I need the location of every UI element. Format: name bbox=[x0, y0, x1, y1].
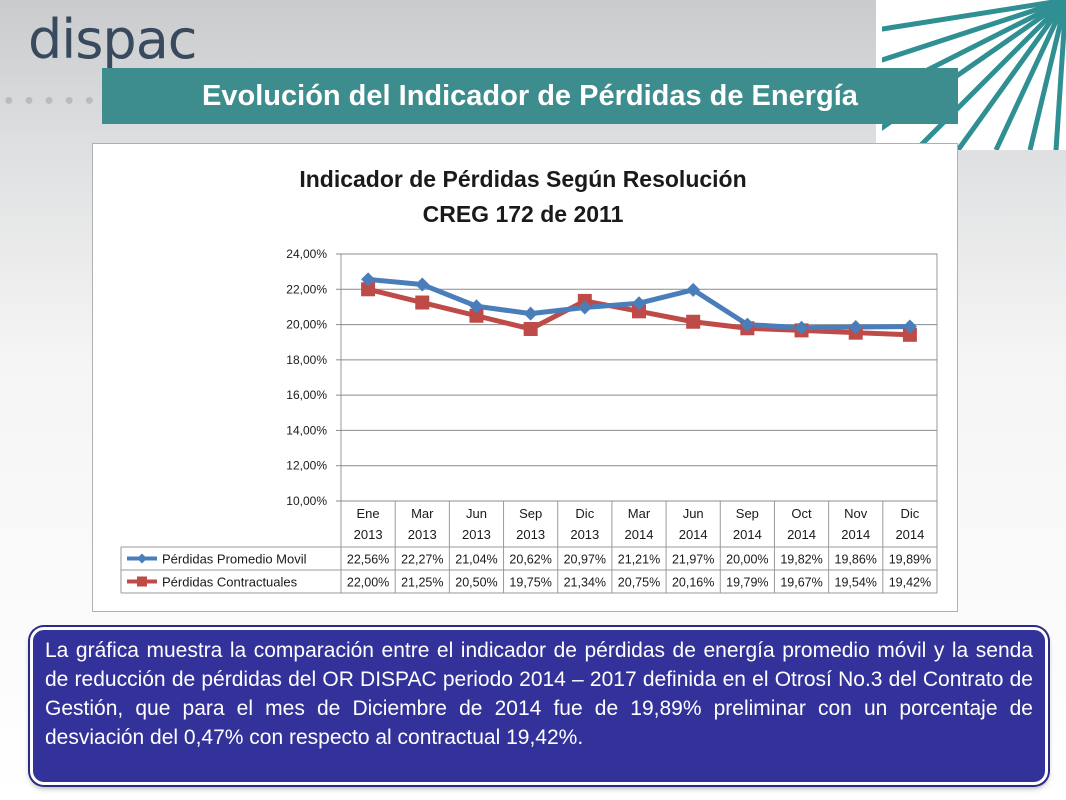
x-category-label: Jun bbox=[683, 506, 704, 521]
data-point bbox=[794, 320, 809, 335]
data-point bbox=[686, 282, 701, 297]
data-point bbox=[686, 314, 701, 329]
data-point bbox=[632, 296, 646, 311]
slide-title-bar: Evolución del Indicador de Pérdidas de E… bbox=[102, 68, 958, 124]
data-table-value: 20,62% bbox=[509, 553, 551, 567]
logo-text: dispac bbox=[28, 8, 197, 71]
y-tick-label: 16,00% bbox=[286, 388, 327, 402]
data-table-value: 20,50% bbox=[455, 576, 497, 590]
x-category-label: Sep bbox=[736, 506, 759, 521]
data-table-value: 21,97% bbox=[672, 553, 714, 567]
data-point bbox=[632, 304, 646, 319]
slide-title: Evolución del Indicador de Pérdidas de E… bbox=[202, 79, 858, 112]
data-point bbox=[902, 327, 917, 342]
x-category-label: Sep bbox=[519, 506, 542, 521]
x-category-year: 2013 bbox=[516, 527, 545, 542]
x-category-year: 2013 bbox=[570, 527, 599, 542]
data-table-value: 21,34% bbox=[564, 576, 606, 590]
chart-title-line1: Indicador de Pérdidas Según Resolución bbox=[299, 166, 746, 192]
x-category-year: 2014 bbox=[841, 527, 870, 542]
x-category-year: 2013 bbox=[462, 527, 491, 542]
data-point bbox=[848, 320, 863, 335]
x-category-label: Ene bbox=[357, 506, 380, 521]
data-table-value: 19,54% bbox=[835, 576, 877, 590]
loss-indicator-chart: Indicador de Pérdidas Según Resolución C… bbox=[120, 166, 938, 594]
data-table-value: 19,42% bbox=[889, 576, 931, 590]
data-table-value: 19,89% bbox=[889, 553, 931, 567]
data-table-value: 22,27% bbox=[401, 553, 443, 567]
plot-area bbox=[340, 253, 938, 502]
x-category-year: 2014 bbox=[679, 527, 708, 542]
data-table-value: 20,16% bbox=[672, 576, 714, 590]
data-point bbox=[523, 306, 538, 321]
data-table-value: 21,04% bbox=[455, 553, 497, 567]
x-category-year: 2014 bbox=[787, 527, 816, 542]
x-category-year: 2014 bbox=[625, 527, 654, 542]
x-category-label: Jun bbox=[466, 506, 487, 521]
y-tick-label: 22,00% bbox=[286, 282, 327, 296]
corner-rays-decoration bbox=[876, 0, 1066, 150]
dispac-logo: dispac bbox=[28, 8, 197, 92]
data-table-value: 21,21% bbox=[618, 553, 660, 567]
y-tick-label: 20,00% bbox=[286, 318, 327, 332]
x-category-year: 2014 bbox=[895, 527, 924, 542]
legend-key-marker bbox=[137, 553, 147, 564]
data-point bbox=[415, 277, 430, 292]
description-box: La gráfica muestra la comparación entre … bbox=[30, 627, 1048, 785]
y-tick-label: 10,00% bbox=[286, 494, 327, 508]
data-point bbox=[469, 308, 484, 323]
y-tick-label: 12,00% bbox=[286, 459, 327, 473]
x-category-label: Oct bbox=[791, 506, 812, 521]
data-table-value: 21,25% bbox=[401, 576, 443, 590]
x-category-year: 2014 bbox=[733, 527, 762, 542]
x-category-year: 2013 bbox=[408, 527, 437, 542]
data-table-value: 19,75% bbox=[509, 576, 551, 590]
data-point bbox=[902, 319, 917, 334]
data-point bbox=[361, 272, 376, 287]
x-category-label: Dic bbox=[901, 506, 920, 521]
legend-label: Pérdidas Promedio Movil bbox=[162, 552, 307, 567]
y-tick-label: 24,00% bbox=[286, 247, 327, 261]
chart-frame: Indicador de Pérdidas Según Resolución C… bbox=[92, 143, 958, 612]
legend-key-marker bbox=[137, 576, 147, 587]
data-table-value: 20,75% bbox=[618, 576, 660, 590]
data-table-value: 19,79% bbox=[726, 576, 768, 590]
data-table-value: 20,00% bbox=[726, 553, 768, 567]
data-table-value: 22,56% bbox=[347, 553, 389, 567]
data-point bbox=[577, 300, 592, 315]
chart-title-line2: CREG 172 de 2011 bbox=[423, 201, 624, 227]
data-table-value: 19,82% bbox=[780, 553, 822, 567]
y-tick-label: 14,00% bbox=[286, 423, 327, 437]
data-point bbox=[523, 321, 538, 336]
description-text: La gráfica muestra la comparación entre … bbox=[45, 639, 1033, 749]
data-table-value: 19,86% bbox=[835, 553, 877, 567]
x-category-label: Nov bbox=[844, 506, 868, 521]
data-point bbox=[361, 282, 376, 297]
x-category-label: Dic bbox=[575, 506, 594, 521]
y-tick-label: 18,00% bbox=[286, 353, 327, 367]
data-table-value: 22,00% bbox=[347, 576, 389, 590]
data-table-value: 19,67% bbox=[780, 576, 822, 590]
x-category-label: Mar bbox=[411, 506, 434, 521]
data-table-value: 20,97% bbox=[564, 553, 606, 567]
x-category-label: Mar bbox=[628, 506, 651, 521]
data-point bbox=[415, 295, 430, 310]
data-point bbox=[469, 299, 484, 314]
legend-label: Pérdidas Contractuales bbox=[162, 575, 298, 590]
decorative-dots: ● ● ● ● ● bbox=[4, 92, 98, 109]
x-category-year: 2013 bbox=[354, 527, 383, 542]
data-point bbox=[740, 317, 755, 332]
